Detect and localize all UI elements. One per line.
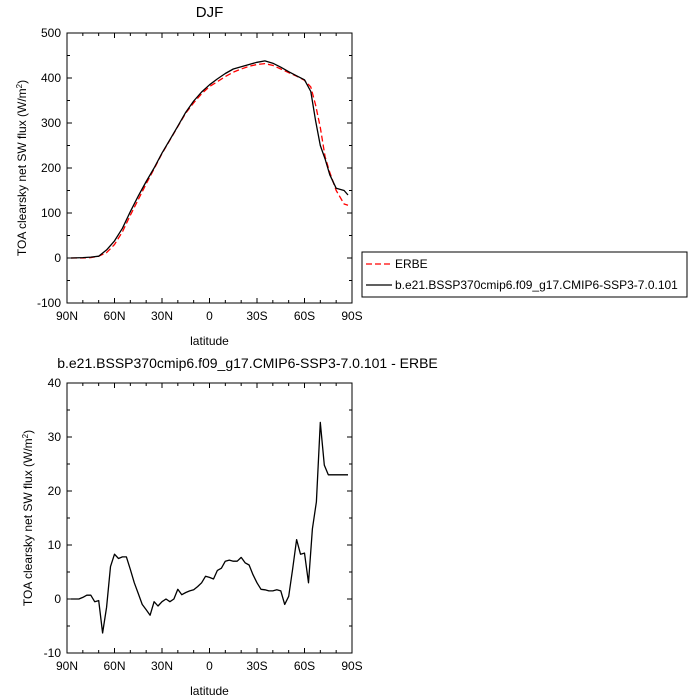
y-tick-label: 40 <box>48 376 62 390</box>
y-tick-label: 0 <box>54 251 61 265</box>
x-tick-label: 90N <box>56 309 78 323</box>
x-tick-label: 30N <box>151 659 173 673</box>
legend-label: b.e21.BSSP370cmip6.f09_g17.CMIP6-SSP3-7.… <box>395 278 678 292</box>
chart-title: b.e21.BSSP370cmip6.f09_g17.CMIP6-SSP3-7.… <box>57 355 438 371</box>
y-tick-label: 300 <box>41 116 61 130</box>
x-tick-label: 90S <box>341 309 362 323</box>
x-axis-label: latitude <box>190 684 229 698</box>
y-tick-label: 30 <box>48 430 62 444</box>
x-tick-label: 30S <box>246 659 267 673</box>
bottom-panel: b.e21.BSSP370cmip6.f09_g17.CMIP6-SSP3-7.… <box>21 355 438 698</box>
y-axis-label: TOA clearsky net SW flux (W/m2) <box>21 430 35 606</box>
x-tick-label: 0 <box>206 309 213 323</box>
plot-frame <box>66 382 353 654</box>
legend-label: ERBE <box>395 257 428 271</box>
y-tick-label: 100 <box>41 206 61 220</box>
top-panel: DJF 90N 60N 30N 0 30S 60S 90S -100 0 100 200 300 400 5… <box>15 4 363 348</box>
x-tick-label: 90S <box>341 659 362 673</box>
x-tick-label: 60S <box>294 309 315 323</box>
x-tick-label: 30N <box>151 309 173 323</box>
y-tick-label: -10 <box>44 646 62 660</box>
series-line-model <box>70 60 349 259</box>
x-tick-label: 60N <box>103 659 125 673</box>
y-tick-label: 10 <box>48 538 62 552</box>
y-tick-label: -100 <box>37 296 61 310</box>
plot-frame <box>66 32 353 304</box>
chart-title: DJF <box>196 4 224 21</box>
x-tick-label: 60S <box>294 659 315 673</box>
x-tick-label: 90N <box>56 659 78 673</box>
x-axis-label: latitude <box>190 334 229 348</box>
x-tick-label: 60N <box>103 309 125 323</box>
y-tick-label: 0 <box>54 592 61 606</box>
y-tick-label: 500 <box>41 26 61 40</box>
y-tick-label: 20 <box>48 484 62 498</box>
x-tick-label: 0 <box>206 659 213 673</box>
x-tick-label: 30S <box>246 309 267 323</box>
legend: ERBE b.e21.BSSP370cmip6.f09_g17.CMIP6-SSP… <box>361 251 688 298</box>
legend-box <box>361 251 688 298</box>
series-line-erbe <box>71 62 349 259</box>
y-tick-label: 200 <box>41 161 61 175</box>
y-axis-label: TOA clearsky net SW flux (W/m2) <box>15 80 29 256</box>
difference-line <box>71 421 348 634</box>
y-tick-label: 400 <box>41 71 61 85</box>
